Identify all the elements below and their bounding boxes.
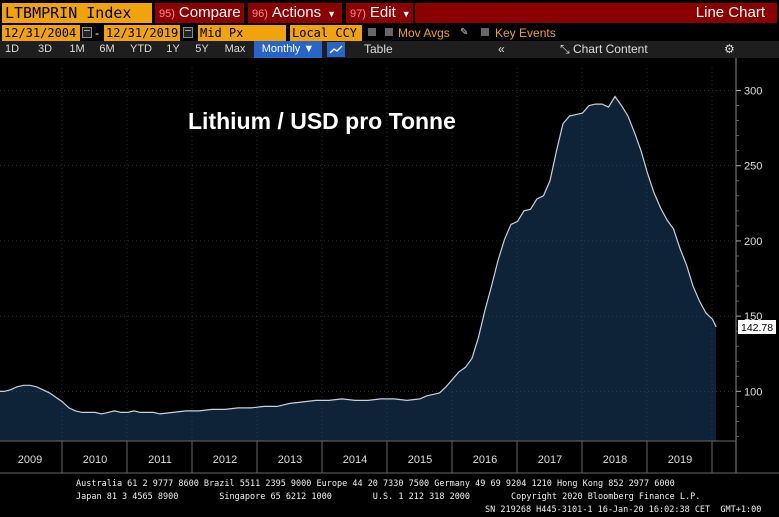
key-events-label[interactable]: Key Events	[495, 26, 556, 40]
x-tick-label: 2013	[278, 454, 302, 466]
end-date-text: 12/31/2019	[106, 26, 179, 40]
x-tick-label: 2014	[343, 454, 367, 466]
period-1d-button[interactable]: 1D	[4, 43, 20, 55]
calendar-icon[interactable]	[82, 27, 92, 38]
price-area-fill	[0, 96, 716, 441]
edit-menu-label: Edit	[369, 4, 396, 21]
period-3d-button[interactable]: 3D	[37, 43, 53, 55]
currency-text: Local CCY	[292, 26, 358, 40]
ticker-field[interactable]: LTBMPRIN Index	[2, 3, 152, 23]
date-range-bar: 12/31/2004 - 12/31/2019 Mid Px Local CCY…	[0, 25, 779, 41]
frequency-text: Monthly	[261, 43, 301, 55]
start-date-field[interactable]: 12/31/2004	[2, 25, 80, 41]
period-6m-button[interactable]: 6M	[99, 43, 115, 55]
gear-icon[interactable]: ⚙	[724, 42, 735, 56]
footer-contacts-line-2: Japan 81 3 4565 8900 Singapore 65 6212 1…	[76, 492, 701, 502]
start-date-text: 12/31/2004	[4, 26, 77, 40]
mov-avgs-checkbox[interactable]	[385, 28, 393, 36]
price-field-select[interactable]: Mid Px	[198, 25, 286, 41]
period-1m-button[interactable]: 1M	[69, 43, 85, 55]
y-tick-label: 200	[744, 236, 762, 248]
currency-select[interactable]: Local CCY	[290, 25, 362, 41]
collapse-button[interactable]: «	[498, 42, 505, 56]
pencil-icon[interactable]: ✎	[460, 27, 469, 38]
frequency-select[interactable]: Monthly ▼	[254, 41, 322, 58]
chart-content-button[interactable]: ⤡ Chart Content	[560, 41, 648, 58]
mov-avgs-label[interactable]: Mov Avgs	[398, 26, 450, 40]
line-chart-icon[interactable]	[327, 42, 345, 57]
footer-contacts-line-1: Australia 61 2 9777 8600 Brazil 5511 239…	[76, 479, 675, 489]
x-tick-label: 2018	[603, 454, 627, 466]
actions-menu-number: 96)	[252, 8, 268, 20]
chart-type-label: Line Chart	[415, 3, 777, 23]
x-tick-label: 2017	[538, 454, 562, 466]
actions-menu-label: Actions	[271, 4, 322, 21]
edit-menu-number: 97)	[350, 8, 366, 20]
x-tick-label: 2019	[668, 454, 692, 466]
y-tick-label: 250	[744, 161, 762, 173]
x-tick-label: 2012	[213, 454, 237, 466]
y-tick-label: 300	[744, 86, 762, 98]
x-tick-label: 2015	[408, 454, 432, 466]
compare-menu-label: Compare	[178, 4, 241, 21]
calendar-icon[interactable]	[183, 27, 193, 38]
ticker-text: LTBMPRIN Index	[5, 4, 132, 22]
actions-menu[interactable]: 96) Actions ▼	[248, 3, 342, 23]
edit-caret-icon: ▼	[401, 9, 411, 19]
footer-session-info: SN 219268 H445-3101-1 16-Jan-20 16:02:38…	[485, 505, 762, 515]
compare-menu-number: 95)	[159, 8, 175, 20]
period-toolbar: 1D 3D 1M 6M YTD 1Y 5Y Max Monthly ▼ Tabl…	[0, 41, 779, 58]
price-field-text: Mid Px	[200, 26, 244, 40]
key-events-checkbox[interactable]	[481, 28, 489, 36]
price-line	[0, 95, 717, 415]
period-1y-button[interactable]: 1Y	[166, 43, 180, 55]
x-tick-label: 2009	[18, 454, 42, 466]
x-tick-label: 2011	[148, 454, 172, 466]
chart-type-text: Line Chart	[695, 4, 765, 21]
table-button[interactable]: Table	[364, 42, 393, 56]
period-5y-button[interactable]: 5Y	[195, 43, 209, 55]
period-ytd-button[interactable]: YTD	[130, 43, 152, 55]
chart-content-label: Chart Content	[572, 42, 648, 56]
period-max-button[interactable]: Max	[224, 43, 246, 55]
actions-caret-icon: ▼	[327, 9, 337, 19]
edit-menu[interactable]: 97) Edit ▼	[346, 3, 413, 23]
chart-content-icon: ⤡	[560, 42, 570, 56]
last-value-label: 142.78	[741, 322, 773, 334]
compare-menu[interactable]: 95) Compare	[155, 3, 244, 23]
x-tick-label: 2016	[473, 454, 497, 466]
last-value-box	[738, 320, 776, 335]
date-separator: -	[95, 26, 99, 40]
chart-title: Lithium / USD pro Tonne	[188, 108, 456, 134]
currency-dropdown-icon[interactable]	[368, 28, 376, 36]
top-toolbar: LTBMPRIN Index 95) Compare 96) Actions ▼ 97…	[0, 0, 779, 25]
end-date-field[interactable]: 12/31/2019	[104, 25, 180, 41]
x-tick-label: 2010	[83, 454, 107, 466]
y-tick-label: 100	[744, 386, 762, 398]
